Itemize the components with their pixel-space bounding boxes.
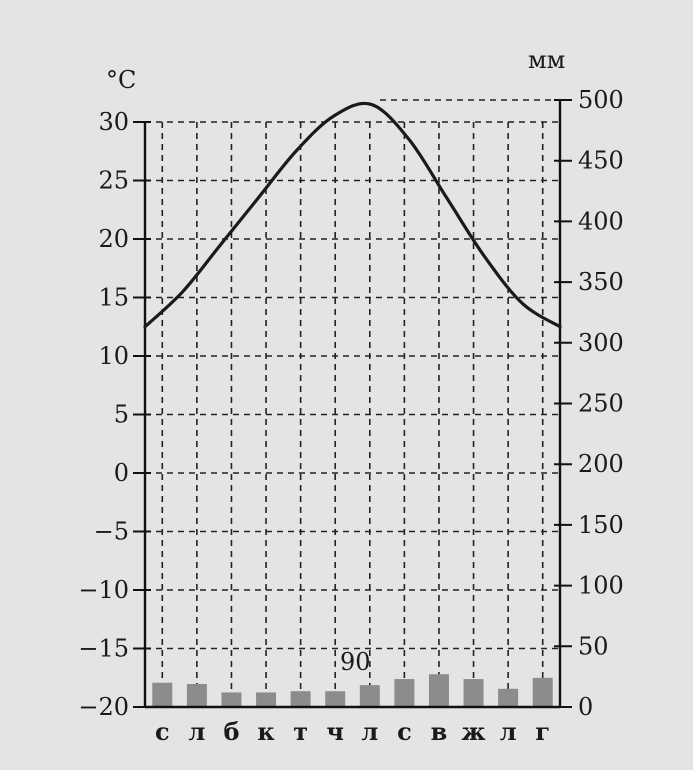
temperature-line [143,101,562,329]
precipitation-bar [428,674,449,707]
temperature-tick-label: 10 [98,342,129,370]
temperature-tick-label: 5 [114,401,129,429]
precipitation-bar [325,691,346,707]
temperature-tick-label: −5 [94,518,129,546]
month-label: л [188,717,205,746]
precipitation-tick-label: 100 [578,572,624,600]
chart-grid [145,99,560,707]
month-label: с [397,717,412,746]
temperature-tick-label: 0 [114,459,129,487]
precipitation-tick-label: 200 [578,450,624,478]
precipitation-tick-label: 350 [578,268,624,296]
temperature-tick-label: −20 [78,693,129,721]
precipitation-tick-label: 250 [578,390,624,418]
month-label: в [431,717,448,746]
precipitation-bars [152,674,553,707]
month-label: л [361,717,378,746]
annual-precipitation-label: 90 [340,648,371,676]
precipitation-tick-label: 450 [578,147,624,175]
temperature-tick-label: 25 [98,167,129,195]
chart-axes [143,100,562,709]
precipitation-bar [532,677,553,707]
precipitation-bar [394,679,415,707]
precipitation-tick-label: 400 [578,207,624,235]
month-label: г [535,717,550,746]
precipitation-bar [152,682,173,707]
precipitation-tick-label: 50 [578,632,609,660]
month-label: с [155,717,170,746]
precipitation-tick-label: 150 [578,511,624,539]
precipitation-bar [463,679,484,707]
precipitation-bar [186,683,207,707]
month-label: ж [461,717,485,746]
temperature-tick-label: 30 [98,108,129,136]
month-label: к [257,717,275,746]
precipitation-tick-label: 0 [578,693,593,721]
temperature-tick-label: 15 [98,284,129,312]
month-label: л [500,717,517,746]
precipitation-bar [256,692,277,707]
temperature-tick-label: −15 [78,635,129,663]
precipitation-bar [290,691,311,707]
temperature-axis: 30 25 20 15 10 5 0 −5 −10 −15 −20 [78,108,151,721]
precipitation-unit-label: мм [528,46,565,74]
precipitation-bar [498,688,519,707]
temperature-tick-label: 20 [98,225,129,253]
temperature-tick-label: −10 [78,576,129,604]
precipitation-bar [221,692,242,707]
precipitation-tick-label: 500 [578,86,624,114]
month-label: т [293,717,308,746]
month-label: б [223,717,239,746]
temperature-unit-label: °C [106,66,136,94]
precipitation-bar [359,685,380,707]
month-label: ч [326,717,344,746]
precipitation-tick-label: 300 [578,329,624,357]
